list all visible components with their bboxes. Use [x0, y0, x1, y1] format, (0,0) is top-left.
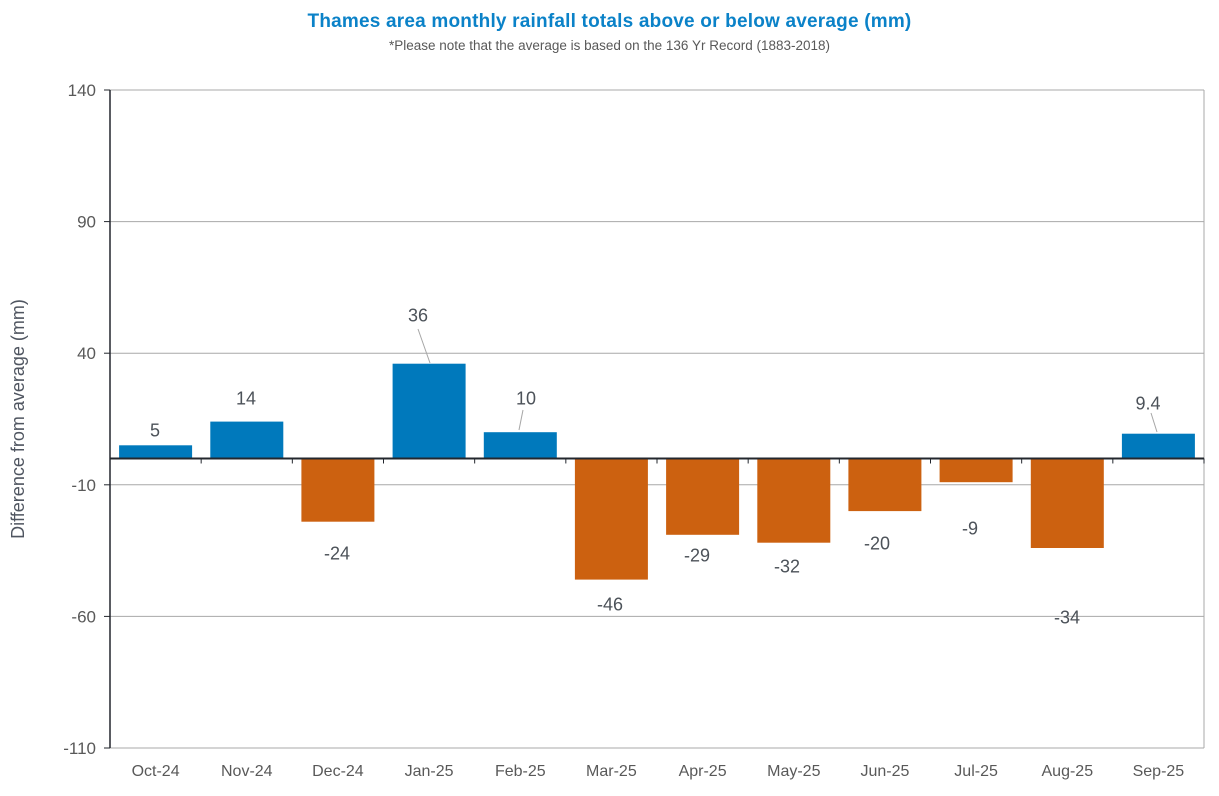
y-axis-title: Difference from average (mm) — [8, 299, 28, 539]
data-label-dec-24: -24 — [324, 544, 350, 564]
bar-jul-25 — [939, 458, 1013, 483]
leader-line-jan-25 — [417, 328, 431, 364]
y-tick-label-90: 90 — [77, 213, 96, 232]
data-label-nov-24: 14 — [236, 389, 256, 409]
x-label-may-25: May-25 — [767, 763, 820, 780]
y-tick-label-140: 140 — [68, 81, 96, 100]
bar-nov-24 — [210, 421, 284, 459]
data-label-jan-25: 36 — [408, 306, 428, 326]
leader-line-feb-25 — [518, 409, 524, 431]
data-label-jun-25: -20 — [864, 534, 890, 554]
bar-apr-25 — [666, 458, 740, 535]
chart-subtitle: *Please note that the average is based o… — [388, 38, 831, 53]
bar-feb-25 — [483, 432, 557, 459]
x-label-jan-25: Jan-25 — [405, 763, 454, 780]
x-label-nov-24: Nov-24 — [221, 763, 273, 780]
x-label-dec-24: Dec-24 — [312, 763, 364, 780]
data-label-oct-24: 5 — [150, 421, 160, 441]
data-label-apr-25: -29 — [684, 546, 710, 566]
data-label-feb-25: 10 — [516, 389, 536, 409]
bar-oct-24 — [119, 445, 193, 459]
x-label-jun-25: Jun-25 — [860, 763, 909, 780]
data-label-aug-25: -34 — [1054, 608, 1080, 628]
x-label-oct-24: Oct-24 — [132, 763, 180, 780]
y-tick-label-40: 40 — [77, 344, 96, 363]
x-label-apr-25: Apr-25 — [679, 763, 727, 780]
data-label-may-25: -32 — [774, 557, 800, 577]
x-label-jul-25: Jul-25 — [954, 763, 998, 780]
x-label-aug-25: Aug-25 — [1042, 763, 1094, 780]
chart-title: Thames area monthly rainfall totals abov… — [307, 11, 912, 32]
x-label-mar-25: Mar-25 — [586, 763, 637, 780]
y-tick-label--60: -60 — [71, 607, 96, 626]
x-label-feb-25: Feb-25 — [495, 763, 546, 780]
data-label-jul-25: -9 — [962, 519, 978, 539]
x-label-sep-25: Sep-25 — [1133, 763, 1185, 780]
data-label-mar-25: -46 — [597, 595, 623, 615]
bar-aug-25 — [1030, 458, 1104, 548]
bar-sep-25 — [1121, 433, 1195, 459]
bar-may-25 — [757, 458, 831, 543]
y-tick-label--10: -10 — [71, 476, 96, 495]
bar-jun-25 — [848, 458, 922, 512]
bar-jan-25 — [392, 363, 466, 459]
bar-mar-25 — [574, 458, 648, 580]
bar-dec-24 — [301, 458, 375, 522]
data-label-sep-25: 9.4 — [1135, 394, 1160, 414]
y-tick-label--110: -110 — [63, 739, 96, 758]
leader-line-sep-25 — [1150, 412, 1158, 433]
